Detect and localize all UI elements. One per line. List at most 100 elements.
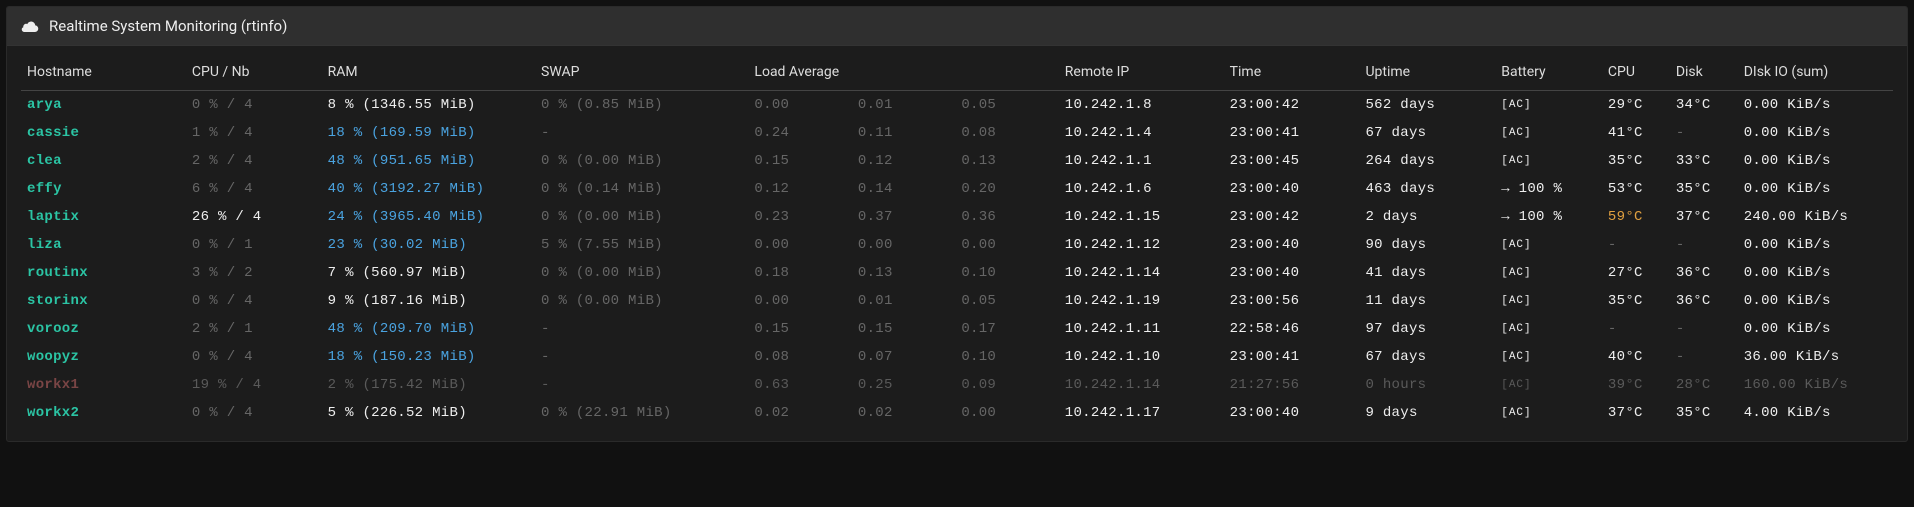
disk-temp-cell: 33°C [1670,147,1738,175]
uptime-cell: 264 days [1359,147,1495,175]
ip-cell: 10.242.1.17 [1059,399,1224,427]
load-cell: 0.20 [955,175,1058,203]
uptime-cell: 90 days [1359,231,1495,259]
time-cell: 23:00:40 [1224,259,1360,287]
ram-cell: 18 % (169.59 MiB) [322,119,535,147]
time-cell: 22:58:46 [1224,315,1360,343]
cpu-temp-cell: 41°C [1602,119,1670,147]
cloud-icon [21,19,39,33]
table-row[interactable]: cassie1 % / 418 % (169.59 MiB)-0.240.110… [21,119,1893,147]
table-row[interactable]: clea2 % / 448 % (951.65 MiB)0 % (0.00 Mi… [21,147,1893,175]
cpu-temp-cell: - [1602,231,1670,259]
hostname-cell: woopyz [21,343,186,371]
disk-temp-cell: - [1670,315,1738,343]
battery-cell: [AC] [1495,91,1602,120]
panel-header: Realtime System Monitoring (rtinfo) [7,7,1907,46]
cpu-cell: 0 % / 4 [186,287,322,315]
swap-cell: 0 % (0.00 MiB) [535,259,748,287]
time-cell: 23:00:40 [1224,399,1360,427]
cpu-cell: 3 % / 2 [186,259,322,287]
uptime-cell: 97 days [1359,315,1495,343]
ram-cell: 9 % (187.16 MiB) [322,287,535,315]
uptime-cell: 0 hours [1359,371,1495,399]
uptime-cell: 463 days [1359,175,1495,203]
load-cell: 0.05 [955,91,1058,120]
col-header: Load Average [748,56,1058,91]
ip-cell: 10.242.1.11 [1059,315,1224,343]
panel-title: Realtime System Monitoring (rtinfo) [49,17,287,35]
table-row[interactable]: effy6 % / 440 % (3192.27 MiB)0 % (0.14 M… [21,175,1893,203]
io-cell: 4.00 KiB/s [1738,399,1893,427]
uptime-cell: 41 days [1359,259,1495,287]
cpu-temp-cell: 39°C [1602,371,1670,399]
time-cell: 23:00:45 [1224,147,1360,175]
swap-cell: 5 % (7.55 MiB) [535,231,748,259]
cpu-temp-cell: - [1602,315,1670,343]
swap-cell: - [535,343,748,371]
swap-cell: 0 % (0.85 MiB) [535,91,748,120]
cpu-cell: 2 % / 4 [186,147,322,175]
col-header: CPU / Nb [186,56,322,91]
ram-cell: 2 % (175.42 MiB) [322,371,535,399]
col-header: Hostname [21,56,186,91]
io-cell: 0.00 KiB/s [1738,259,1893,287]
load-cell: 0.10 [955,343,1058,371]
hosts-table: HostnameCPU / NbRAMSWAPLoad AverageRemot… [21,56,1893,427]
io-cell: 240.00 KiB/s [1738,203,1893,231]
battery-cell: [AC] [1495,315,1602,343]
load-cell: 0.25 [852,371,955,399]
load-cell: 0.08 [748,343,851,371]
load-cell: 0.00 [748,287,851,315]
load-cell: 0.01 [852,287,955,315]
table-row[interactable]: woopyz0 % / 418 % (150.23 MiB)-0.080.070… [21,343,1893,371]
table-row[interactable]: laptix26 % / 424 % (3965.40 MiB)0 % (0.0… [21,203,1893,231]
col-header: Battery [1495,56,1602,91]
table-row[interactable]: vorooz2 % / 148 % (209.70 MiB)-0.150.150… [21,315,1893,343]
table-row[interactable]: workx20 % / 45 % (226.52 MiB)0 % (22.91 … [21,399,1893,427]
time-cell: 23:00:42 [1224,203,1360,231]
table-row[interactable]: workx119 % / 42 % (175.42 MiB)-0.630.250… [21,371,1893,399]
load-cell: 0.15 [852,315,955,343]
io-cell: 0.00 KiB/s [1738,147,1893,175]
ram-cell: 8 % (1346.55 MiB) [322,91,535,120]
uptime-cell: 2 days [1359,203,1495,231]
ram-cell: 18 % (150.23 MiB) [322,343,535,371]
io-cell: 160.00 KiB/s [1738,371,1893,399]
ram-cell: 5 % (226.52 MiB) [322,399,535,427]
cpu-cell: 0 % / 4 [186,91,322,120]
table-row[interactable]: liza0 % / 123 % (30.02 MiB)5 % (7.55 MiB… [21,231,1893,259]
load-cell: 0.08 [955,119,1058,147]
cpu-temp-cell: 27°C [1602,259,1670,287]
ip-cell: 10.242.1.14 [1059,259,1224,287]
load-cell: 0.09 [955,371,1058,399]
time-cell: 23:00:40 [1224,175,1360,203]
table-row[interactable]: storinx0 % / 49 % (187.16 MiB)0 % (0.00 … [21,287,1893,315]
col-header: SWAP [535,56,748,91]
ip-cell: 10.242.1.10 [1059,343,1224,371]
ram-cell: 24 % (3965.40 MiB) [322,203,535,231]
disk-temp-cell: - [1670,231,1738,259]
table-row[interactable]: arya0 % / 48 % (1346.55 MiB)0 % (0.85 Mi… [21,91,1893,120]
time-cell: 23:00:42 [1224,91,1360,120]
col-header: CPU [1602,56,1670,91]
swap-cell: - [535,315,748,343]
ip-cell: 10.242.1.19 [1059,287,1224,315]
load-cell: 0.17 [955,315,1058,343]
swap-cell: 0 % (22.91 MiB) [535,399,748,427]
cpu-cell: 0 % / 4 [186,399,322,427]
ram-cell: 7 % (560.97 MiB) [322,259,535,287]
disk-temp-cell: 28°C [1670,371,1738,399]
col-header: Uptime [1359,56,1495,91]
table-row[interactable]: routinx3 % / 27 % (560.97 MiB)0 % (0.00 … [21,259,1893,287]
uptime-cell: 11 days [1359,287,1495,315]
table-head: HostnameCPU / NbRAMSWAPLoad AverageRemot… [21,56,1893,91]
disk-temp-cell: 37°C [1670,203,1738,231]
swap-cell: 0 % (0.00 MiB) [535,287,748,315]
load-cell: 0.24 [748,119,851,147]
cpu-temp-cell: 29°C [1602,91,1670,120]
load-cell: 0.02 [852,399,955,427]
battery-cell: [AC] [1495,147,1602,175]
swap-cell: 0 % (0.14 MiB) [535,175,748,203]
load-cell: 0.36 [955,203,1058,231]
hostname-cell: liza [21,231,186,259]
